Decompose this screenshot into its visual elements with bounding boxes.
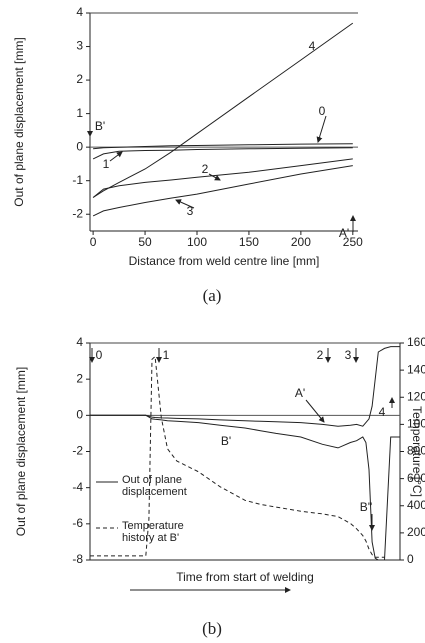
y2-tick-label: 200: [407, 525, 425, 539]
curve-label: 1: [103, 157, 110, 171]
x-tick-label: 200: [291, 235, 311, 249]
y-tick-label: -1: [72, 173, 83, 187]
annotation: 1: [163, 348, 170, 362]
leader-arrow: [175, 199, 195, 209]
y2-tick-label: 600: [407, 471, 425, 485]
annotation: B': [95, 119, 105, 133]
y-tick-label: -2: [72, 206, 83, 220]
y-tick-label: 2: [76, 371, 83, 385]
y-tick-label: 0: [76, 408, 83, 422]
x-axis-label: Distance from weld centre line [mm]: [129, 254, 320, 268]
series-line: [93, 143, 353, 150]
y-tick-label: -6: [72, 516, 83, 530]
legend-label: Temperature history at B': [122, 520, 184, 544]
curve-label: 2: [202, 162, 209, 176]
y-tick-label: 3: [76, 39, 83, 53]
curve-label: 0: [319, 104, 326, 118]
y-tick-label: -4: [72, 480, 83, 494]
x-axis-label: Time from start of welding: [176, 570, 314, 584]
annotation: 0: [96, 348, 103, 362]
annotation: A': [295, 386, 305, 400]
y2-tick-label: 1200: [407, 389, 425, 403]
annotation: A': [339, 226, 349, 240]
series-line: [92, 147, 353, 160]
y-tick-label: 4: [76, 335, 83, 349]
y2-axis-label: Temperature [°C]: [410, 406, 424, 497]
annotation: B': [221, 434, 231, 448]
legend-item: Temperature history at B': [122, 520, 184, 544]
y2-tick-label: 400: [407, 498, 425, 512]
x-tick-label: 50: [138, 235, 152, 249]
series-line: [90, 355, 385, 558]
leader-arrow: [305, 399, 325, 423]
annotation: 2: [317, 348, 324, 362]
y2-tick-label: 1400: [407, 362, 425, 376]
y2-tick-label: 800: [407, 444, 425, 458]
y-tick-label: 1: [76, 106, 83, 120]
leader-arrow: [109, 151, 123, 162]
y-axis-label: Out of plane displacement [mm]: [12, 37, 26, 206]
caption: (a): [203, 286, 222, 305]
annotation: B'': [360, 500, 373, 514]
y-axis-label: Out of plane displacement [mm]: [14, 367, 28, 536]
x-tick-label: 250: [343, 235, 363, 249]
annotation: 3: [345, 348, 352, 362]
y-tick-label: 4: [76, 5, 83, 19]
leader-arrow: [208, 173, 221, 181]
y-tick-label: -2: [72, 444, 83, 458]
legend-label: Out of plane displacement: [122, 474, 187, 498]
series-line: [92, 158, 353, 198]
y2-tick-label: 1600: [407, 335, 425, 349]
x-tick-label: 0: [90, 235, 97, 249]
series-line: [90, 414, 400, 561]
leader-arrow: [316, 115, 327, 143]
curve-label: 4: [309, 39, 316, 53]
legend-item: Out of plane displacement: [122, 474, 187, 498]
y-tick-label: -8: [72, 552, 83, 566]
series-line: [92, 22, 354, 198]
y2-tick-label: 1000: [407, 417, 425, 431]
y-tick-label: 2: [76, 72, 83, 86]
annotation: 4: [379, 405, 386, 419]
series-line: [90, 346, 400, 427]
x-tick-label: 100: [187, 235, 207, 249]
x-tick-label: 150: [239, 235, 259, 249]
y2-tick-label: 0: [407, 552, 414, 566]
caption: (b): [202, 619, 222, 638]
series-line: [92, 165, 353, 217]
curve-label: 3: [187, 204, 194, 218]
y-tick-label: 0: [76, 139, 83, 153]
